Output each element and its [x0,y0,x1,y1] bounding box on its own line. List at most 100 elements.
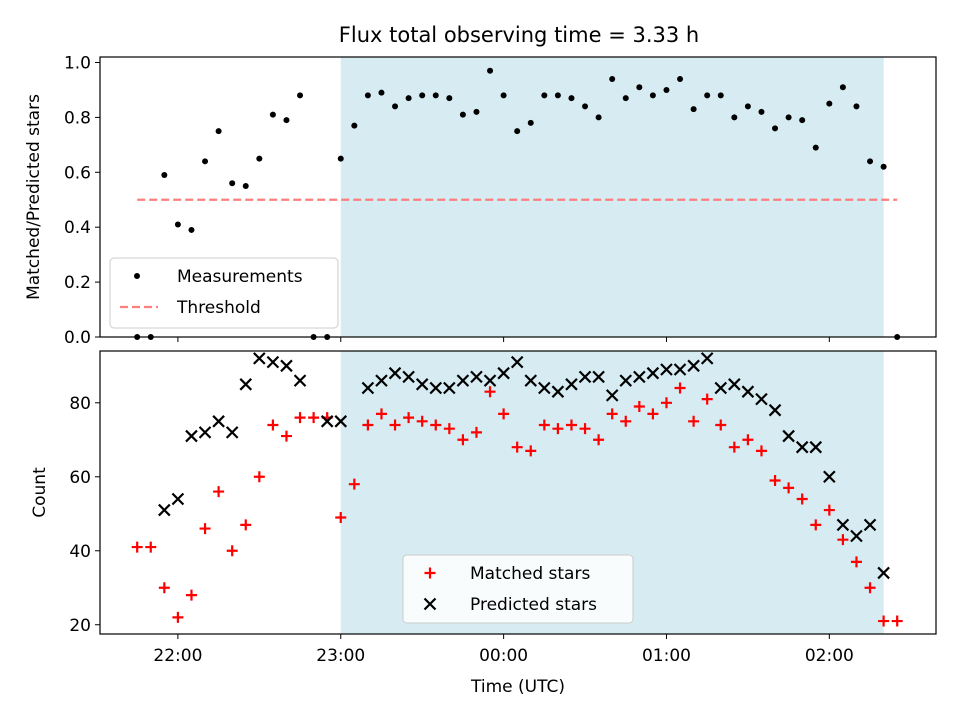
predicted-star-point [388,366,402,380]
measurement-point [704,92,711,99]
measurement-point [459,111,466,118]
data-layer [134,67,901,340]
matched-star-point [878,615,890,627]
measurement-point [269,111,276,118]
predicted-star-point [320,415,334,428]
predicted-star-point [361,381,375,395]
figure-title: Flux total observing time = 3.33 h [339,23,699,47]
measurement-point [405,95,412,102]
predicted-star-point [592,370,605,384]
measurement-point [826,100,833,107]
measurement-point [582,103,589,110]
matched-star-point [525,445,537,457]
predicted-star-point [266,355,280,369]
measurement-point [446,95,453,102]
predicted-star-point [212,415,225,428]
matched-star-point [538,419,550,431]
legend: Measurements Threshold [109,257,339,329]
predicted-star-point [809,440,823,454]
y-axis-label: Matched/Predicted stars [24,94,44,300]
measurement-point [337,155,344,162]
x-tick-label: 22:00 [153,646,202,666]
measurement-point [609,75,616,82]
matched-star-point [470,426,482,438]
matched-star-point [511,441,523,453]
measurement-point [812,144,819,151]
predicted-star-point [334,415,348,428]
matched-star-point [389,419,401,431]
y-tick-label: 1.0 [64,53,91,73]
predicted-star-point [795,440,809,454]
matched-star-point [823,504,835,516]
predicted-star-point [660,363,673,376]
predicted-star-point [483,374,497,387]
y-tick-label: 40 [69,542,91,562]
predicted-star-point [429,381,443,395]
data-layer [131,352,903,627]
y-tick-label: 20 [69,616,91,636]
predicted-star-point [728,378,741,391]
measurement-point [785,114,792,121]
predicted-star-point [443,381,456,395]
predicted-star-point [605,389,619,402]
matched-star-point [145,541,157,553]
measurement-point [297,92,304,99]
measurement-point [174,221,181,228]
predicted-star-point [714,381,728,395]
predicted-star-point [524,374,538,387]
y-tick-label: 0.0 [64,328,91,348]
matched-star-point [335,511,347,523]
matched-star-point [253,471,265,483]
measurement-point [229,180,236,187]
predicted-star-point [877,566,890,580]
matched-star-point [891,615,903,627]
predicted-star-point [646,366,660,380]
measurement-point [690,106,697,113]
measurement-point [378,89,385,96]
matched-star-point [769,474,781,486]
matched-star-point [674,382,686,394]
y-tick-label: 0.4 [64,218,91,238]
measurement-point [527,119,534,126]
axes-frame [99,56,937,338]
x-tick-label: 02:00 [805,646,854,666]
matched-star-point [579,423,591,435]
matched-star-point [240,519,252,531]
measurement-point [392,103,399,110]
predicted-star-point [415,378,429,391]
measurement-point [622,95,629,102]
predicted-star-point [375,374,388,387]
shaded-span [340,57,884,337]
measurement-point [541,92,548,99]
matched-star-point [783,482,795,494]
predicted-star-point [171,492,185,506]
matched-star-point [701,393,713,405]
predicted-star-point [280,359,293,373]
matched-star-point [308,412,320,424]
matched-star-point [620,415,632,427]
measurement-point [473,108,480,115]
y-tick-label: 0.8 [64,108,91,128]
predicted-star-point [850,529,863,543]
matched-star-point [688,415,700,427]
y-tick-label: 0.6 [64,163,91,183]
measurement-point [595,114,602,121]
measurement-point [256,155,263,162]
measurement-point [568,95,575,102]
measurement-point [364,92,371,99]
matched-star-point [633,400,645,412]
legend-plus-icon [424,567,436,579]
measurement-point [731,114,738,121]
matched-star-point [226,545,238,557]
measurement-point [242,183,249,190]
predicted-star-point [185,429,198,443]
predicted-star-point [578,370,592,384]
legend-label: Matched stars [470,564,590,584]
axes-frame [99,350,937,635]
matched-star-point [294,412,306,424]
predicted-star-point [253,352,266,365]
matched-star-point [131,541,143,553]
matched-star-point [213,486,225,498]
matched-star-point [837,534,849,546]
predicted-star-point [510,355,524,369]
